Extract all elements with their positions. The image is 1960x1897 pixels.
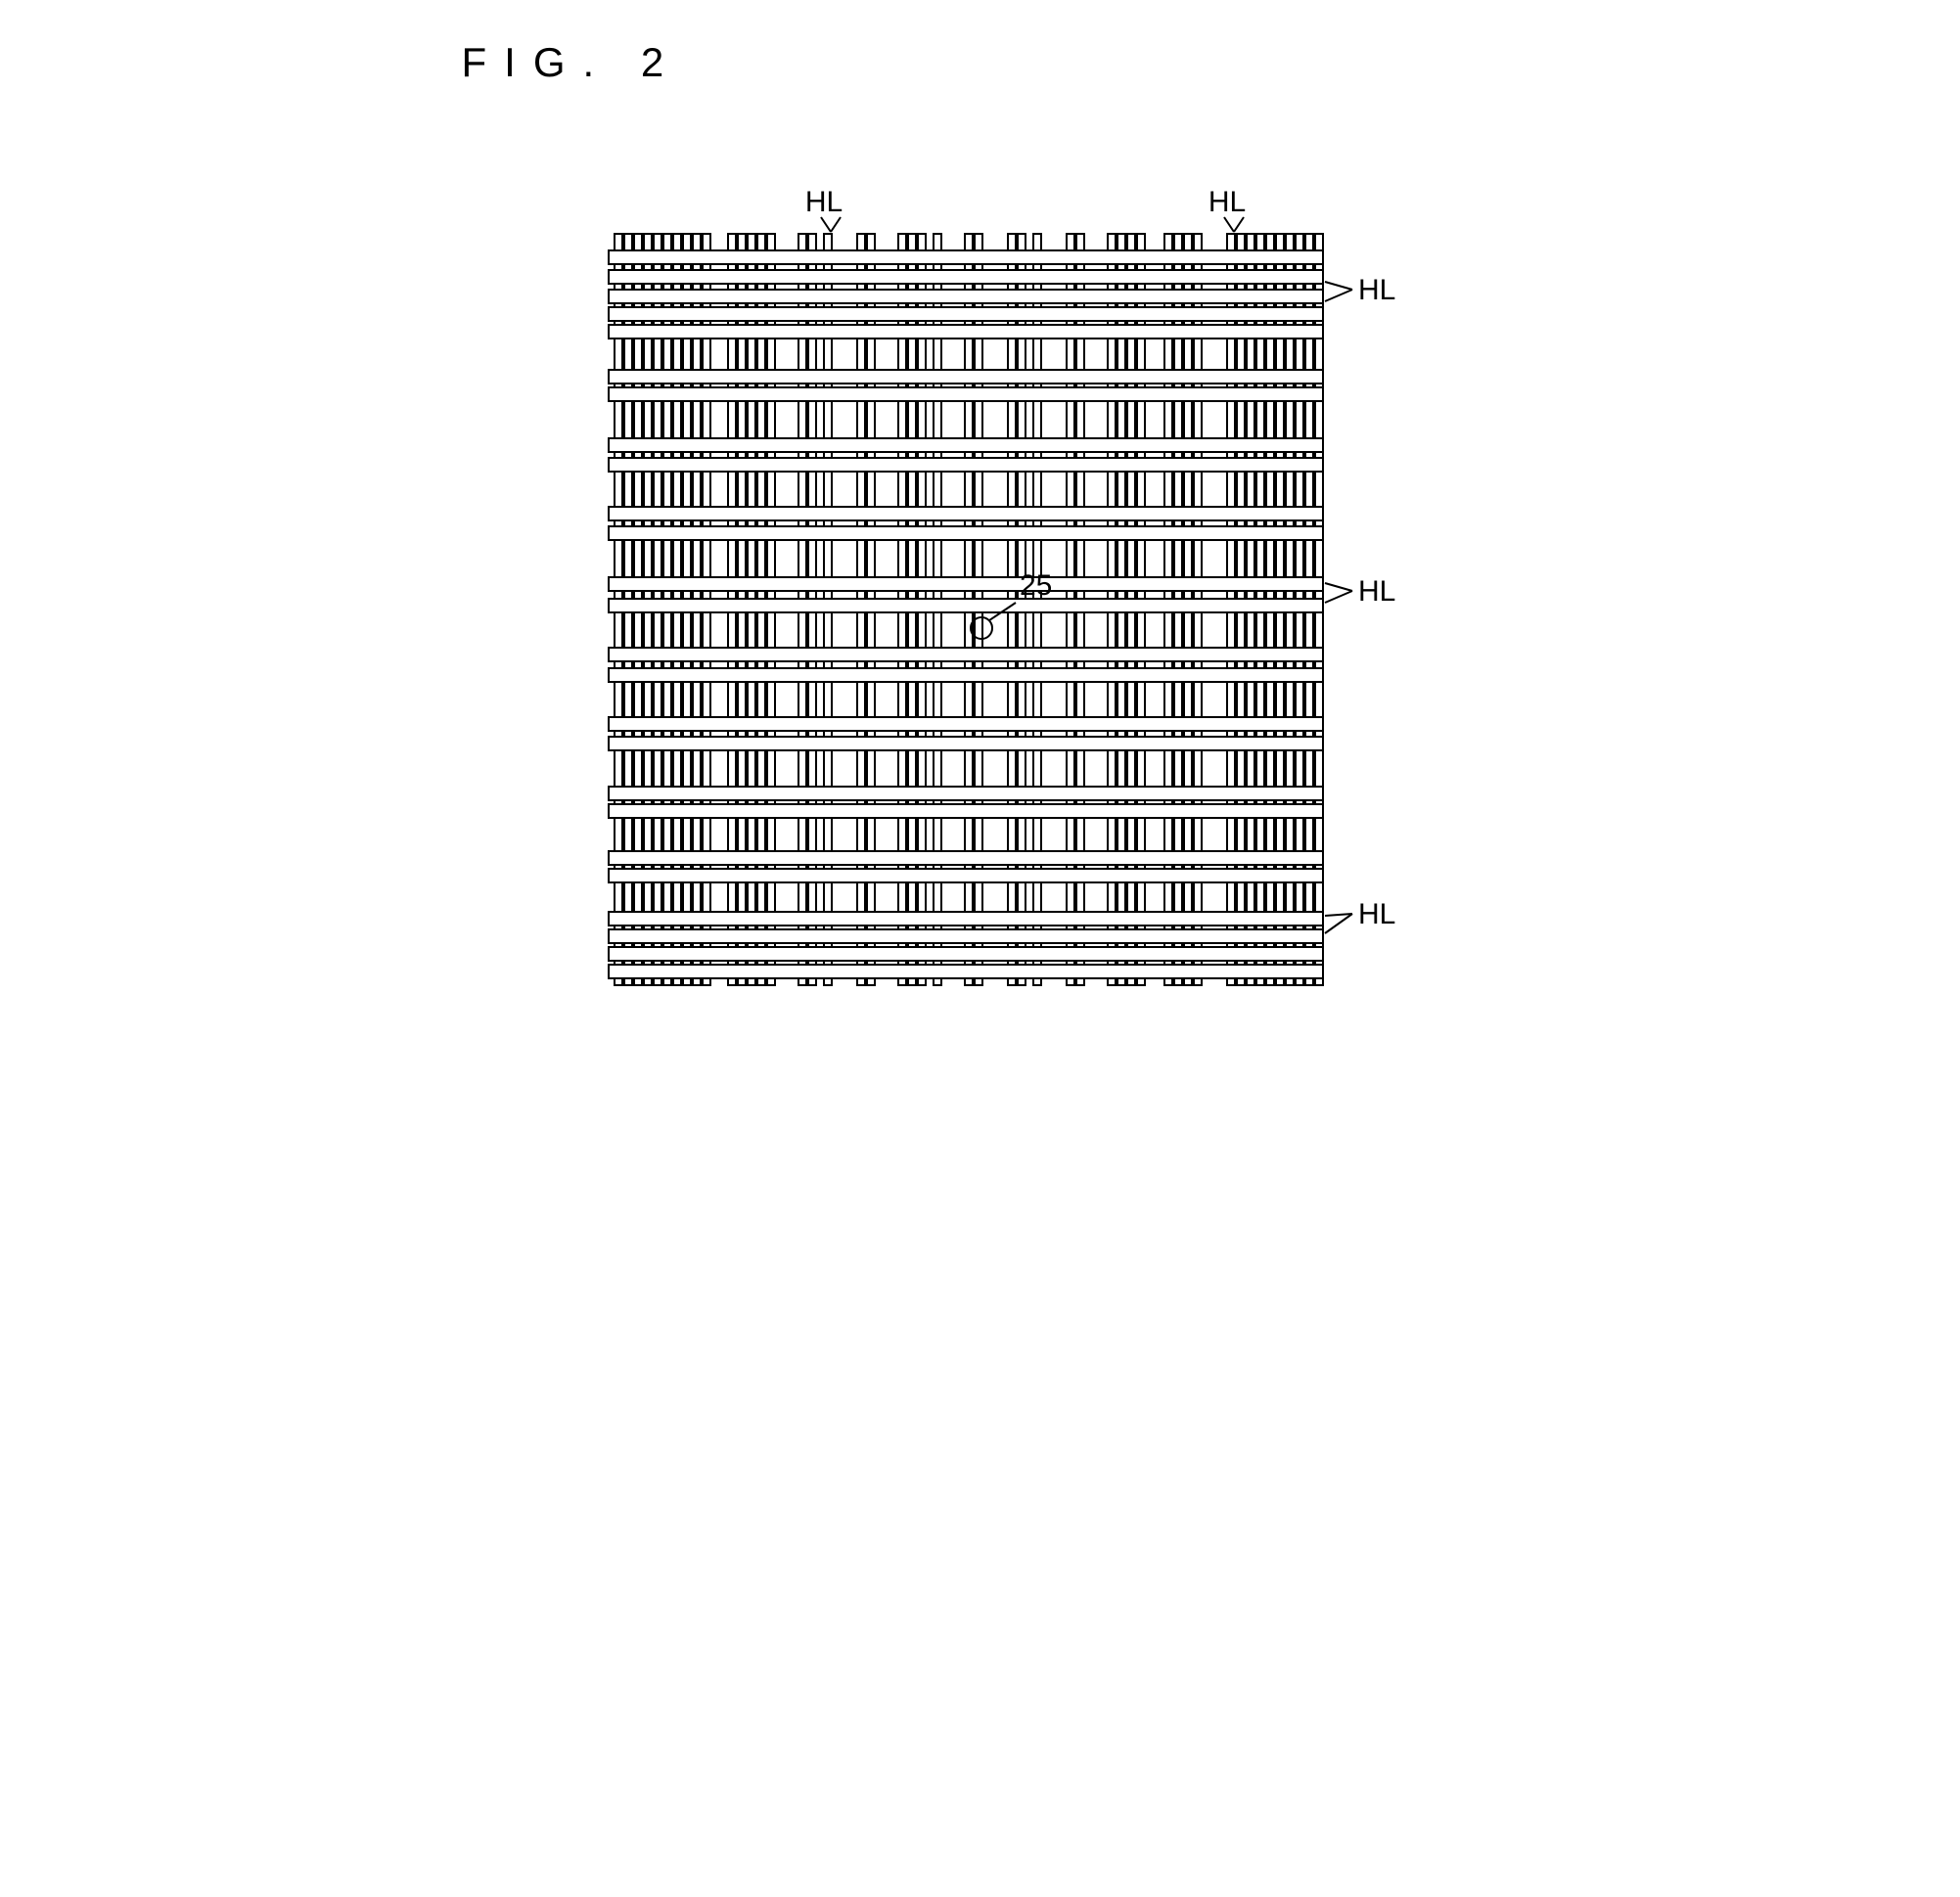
figure-title: FIG. 2 — [462, 39, 1519, 86]
hl-label-top: HL — [804, 186, 842, 218]
hl-label-right: HL — [1358, 898, 1395, 930]
hl-label-right: HL — [1358, 575, 1395, 608]
hl-label-top: HL — [1208, 186, 1245, 218]
callout-label: 25 — [1020, 569, 1052, 602]
grid-diagram: 25 HL HL HL HL HL — [491, 164, 1470, 1045]
hl-label-right: HL — [1358, 274, 1395, 306]
